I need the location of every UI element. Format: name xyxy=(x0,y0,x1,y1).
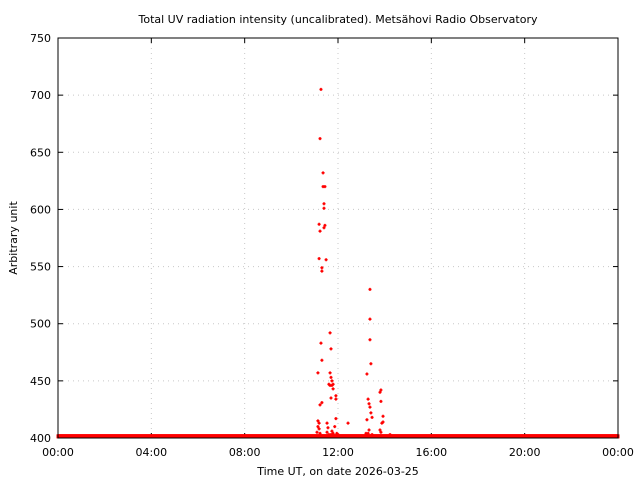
data-point xyxy=(333,425,337,429)
data-point xyxy=(388,433,392,437)
y-tick-label: 450 xyxy=(30,375,51,388)
y-tick-label: 650 xyxy=(30,146,51,159)
data-point xyxy=(368,317,372,321)
data-point xyxy=(367,402,371,406)
data-point xyxy=(334,417,338,421)
y-axis-label: Arbitrary unit xyxy=(7,201,20,275)
data-point xyxy=(380,421,384,425)
data-point xyxy=(328,371,332,375)
data-point xyxy=(370,415,374,419)
data-point xyxy=(322,226,326,230)
y-tick-label: 550 xyxy=(30,261,51,274)
y-tick-label: 500 xyxy=(30,318,51,331)
data-point xyxy=(323,223,327,227)
data-point xyxy=(315,430,319,434)
data-points xyxy=(56,87,620,439)
data-point xyxy=(322,206,326,210)
data-point xyxy=(329,375,333,379)
x-tick-label: 16:00 xyxy=(415,446,447,459)
x-tick-label: 00:00 xyxy=(602,446,634,459)
data-point xyxy=(329,347,333,351)
data-point xyxy=(336,433,340,437)
data-point xyxy=(317,427,321,431)
data-point xyxy=(319,341,323,345)
data-point xyxy=(316,419,320,423)
data-point xyxy=(378,390,382,394)
x-tick-label: 04:00 xyxy=(135,446,167,459)
data-point xyxy=(318,431,322,435)
plot-frame xyxy=(57,37,619,439)
x-axis-label: Time UT, on date 2026-03-25 xyxy=(256,465,419,478)
chart-title: Total UV radiation intensity (uncalibrat… xyxy=(138,13,538,26)
data-point xyxy=(368,287,372,291)
data-point xyxy=(366,397,370,401)
data-point xyxy=(319,87,323,91)
data-point xyxy=(379,430,383,434)
data-point xyxy=(331,387,335,391)
y-tick-label: 700 xyxy=(30,89,51,102)
data-point xyxy=(331,431,335,435)
data-point xyxy=(367,428,371,432)
data-point xyxy=(334,394,338,398)
data-point xyxy=(320,269,324,273)
data-point xyxy=(325,430,329,434)
data-point xyxy=(318,137,322,141)
data-point xyxy=(320,401,324,405)
data-point xyxy=(370,433,374,437)
data-point xyxy=(317,421,321,425)
data-point xyxy=(369,362,373,366)
data-point xyxy=(330,379,334,383)
x-tick-label: 00:00 xyxy=(42,446,74,459)
data-point xyxy=(334,397,338,401)
data-point xyxy=(365,418,369,422)
data-point xyxy=(317,222,321,226)
data-point xyxy=(316,425,320,429)
data-point xyxy=(317,257,321,261)
data-point xyxy=(378,428,382,432)
data-point xyxy=(369,411,373,415)
data-point xyxy=(320,358,324,362)
data-point xyxy=(368,338,372,342)
x-tick-label: 12:00 xyxy=(322,446,354,459)
data-point xyxy=(364,431,368,435)
data-point xyxy=(381,414,385,418)
data-point xyxy=(365,372,369,376)
data-point xyxy=(323,185,327,189)
data-point xyxy=(330,429,334,433)
axis-ticks: 00:00 04:00 08:00 12:00 16:00 20:00 00:0040045… xyxy=(30,32,634,459)
x-tick-label: 08:00 xyxy=(229,446,261,459)
data-point xyxy=(329,433,333,437)
data-point xyxy=(379,388,383,392)
data-point xyxy=(318,403,322,407)
data-point xyxy=(322,202,326,206)
data-point xyxy=(331,382,335,386)
data-point xyxy=(328,331,332,335)
data-point xyxy=(326,426,330,430)
data-point xyxy=(329,396,333,400)
grid xyxy=(58,38,618,438)
data-point xyxy=(318,229,322,233)
data-point xyxy=(321,171,325,175)
x-tick-label: 20:00 xyxy=(509,446,541,459)
data-point xyxy=(325,421,329,425)
data-point xyxy=(324,258,328,262)
data-point xyxy=(320,266,324,270)
data-point xyxy=(368,405,372,409)
data-point xyxy=(316,371,320,375)
y-tick-label: 400 xyxy=(30,432,51,445)
data-point xyxy=(379,399,383,403)
y-tick-label: 600 xyxy=(30,203,51,216)
data-point xyxy=(346,421,350,425)
y-tick-label: 750 xyxy=(30,32,51,45)
